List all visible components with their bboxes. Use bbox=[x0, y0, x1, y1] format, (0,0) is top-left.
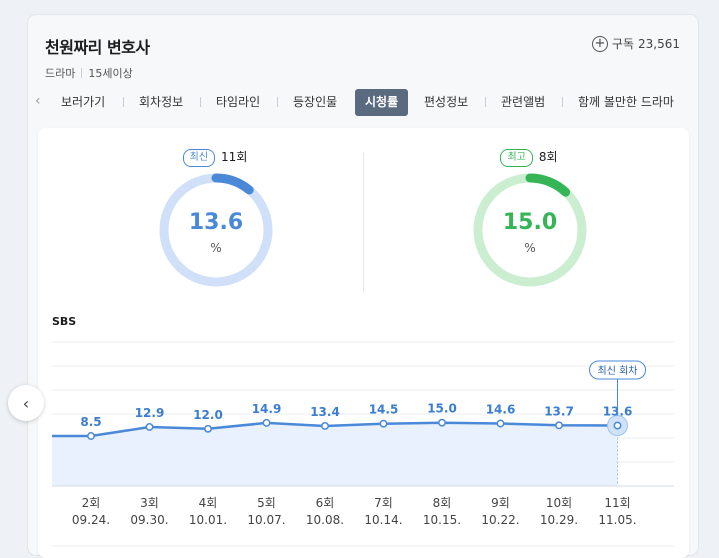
rating-divider bbox=[363, 153, 364, 293]
tab-recommended[interactable]: 함께 볼만한 드라마 bbox=[578, 95, 674, 109]
data-label: 14.9 bbox=[252, 402, 282, 416]
tab-cast[interactable]: 등장인물 bbox=[293, 95, 338, 109]
latest-badge: 최신 bbox=[182, 149, 216, 167]
subscriber-count: 23,561 bbox=[638, 36, 680, 51]
data-point bbox=[145, 423, 154, 431]
best-rating-unit: % bbox=[524, 241, 536, 255]
data-label: 13.4 bbox=[310, 405, 340, 419]
best-rating-value: 15.0 bbox=[502, 210, 558, 235]
tab-episodes[interactable]: 회차정보 bbox=[139, 95, 184, 109]
broadcaster-label: SBS bbox=[52, 315, 77, 328]
tab-divider bbox=[200, 97, 201, 107]
data-label: 8.5 bbox=[80, 415, 101, 429]
x-tick-date: 10.29. bbox=[540, 513, 578, 527]
data-point bbox=[262, 418, 271, 427]
program-card: 천원짜리 변호사 드라마 15세이상 + 구독 23,561 ‹ 보러가기 회차정… bbox=[28, 15, 698, 558]
area-fill bbox=[52, 422, 618, 486]
x-tick-date: 10.22. bbox=[481, 513, 519, 527]
x-tick-label: 4회 bbox=[199, 496, 218, 510]
tab-divider bbox=[562, 97, 563, 107]
tab-watch[interactable]: 보러가기 bbox=[61, 95, 106, 109]
x-tick-label: 2회 bbox=[82, 496, 101, 510]
x-tick-date: 09.30. bbox=[130, 513, 168, 527]
x-tick-label: 3회 bbox=[140, 496, 159, 510]
x-tick-date: 10.14. bbox=[364, 513, 402, 527]
latest-rating-unit: % bbox=[210, 241, 222, 255]
x-tick-date: 11.05. bbox=[598, 513, 636, 527]
meta-divider bbox=[81, 68, 83, 78]
x-tick-label: 10회 bbox=[546, 496, 572, 510]
latest-rating-header: 최신 11회 bbox=[115, 148, 315, 167]
program-title[interactable]: 천원짜리 변호사 bbox=[45, 38, 150, 57]
latest-rating-value: 13.6 bbox=[188, 210, 244, 235]
tab-schedule[interactable]: 편성정보 bbox=[424, 95, 469, 109]
data-point bbox=[87, 432, 95, 440]
data-label: 14.6 bbox=[486, 402, 516, 416]
tab-timeline[interactable]: 타임라인 bbox=[216, 95, 261, 109]
best-rating-ring: 15.0 % bbox=[471, 171, 589, 293]
subscribe-label: 구독 bbox=[611, 37, 634, 51]
tab-ratings[interactable]: 시청률 bbox=[355, 89, 409, 116]
data-point bbox=[555, 421, 563, 430]
x-tick-label: 9회 bbox=[491, 496, 510, 510]
tab-albums[interactable]: 관련앨범 bbox=[501, 95, 546, 109]
tab-divider bbox=[485, 97, 486, 107]
tab-scroll-left-icon[interactable]: ‹ bbox=[35, 93, 41, 109]
x-tick-date: 09.24. bbox=[72, 513, 110, 527]
data-label: 15.0 bbox=[427, 402, 457, 416]
program-meta: 드라마 15세이상 bbox=[45, 65, 133, 81]
data-point bbox=[613, 421, 622, 430]
data-label: 13.7 bbox=[544, 404, 574, 418]
latest-tag-label: 최신 회차 bbox=[598, 365, 638, 377]
best-rating-header: 최고 8회 bbox=[429, 148, 629, 167]
x-tick-date: 10.01. bbox=[189, 513, 227, 527]
tab-divider bbox=[277, 97, 278, 107]
genre-label: 드라마 bbox=[45, 67, 76, 80]
tab-bar: ‹ 보러가기 회차정보 타임라인 등장인물 시청률 편성정보 관련앨범 함께 볼… bbox=[28, 89, 698, 117]
age-rating-label: 15세이상 bbox=[88, 67, 133, 80]
best-episode: 8회 bbox=[538, 150, 558, 164]
chart-prev-button[interactable]: ‹ bbox=[8, 385, 44, 421]
x-tick-label: 11회 bbox=[604, 496, 630, 510]
chevron-left-icon: ‹ bbox=[22, 393, 30, 413]
latest-ring-progress bbox=[159, 173, 273, 287]
subscribe-button[interactable]: + 구독 23,561 bbox=[591, 35, 680, 52]
x-tick-date: 10.07. bbox=[247, 513, 285, 527]
x-tick-date: 10.15. bbox=[423, 513, 461, 527]
ratings-panel: 최신 11회 13.6 % 최고 8회 15.0 bbox=[38, 128, 689, 558]
latest-ring-graphic bbox=[159, 173, 273, 287]
data-point bbox=[321, 422, 329, 430]
data-label: 12.0 bbox=[193, 408, 223, 422]
x-tick-label: 8회 bbox=[433, 496, 452, 510]
latest-episode: 11회 bbox=[221, 150, 248, 164]
data-label: 14.5 bbox=[369, 403, 399, 417]
tab-divider bbox=[123, 97, 124, 107]
best-badge: 최고 bbox=[500, 149, 533, 167]
x-tick-date: 10.08. bbox=[306, 513, 344, 527]
x-tick-label: 7회 bbox=[374, 496, 393, 510]
data-point bbox=[204, 424, 212, 433]
x-tick-label: 5회 bbox=[257, 496, 276, 510]
best-ring-progress bbox=[473, 173, 587, 287]
best-ring-graphic bbox=[473, 173, 587, 287]
data-label: 12.9 bbox=[135, 406, 165, 420]
x-tick-label: 6회 bbox=[316, 496, 335, 510]
plus-icon: + bbox=[591, 35, 608, 52]
data-point bbox=[438, 418, 446, 427]
ratings-line-chart: 8.5 2회 09.24. 12.9 3회 09.30. 12.0 4회 10.01. 14.9 5… bbox=[52, 341, 674, 547]
data-point bbox=[496, 419, 505, 428]
data-point bbox=[379, 419, 388, 428]
latest-rating-ring: 13.6 % bbox=[157, 171, 275, 293]
